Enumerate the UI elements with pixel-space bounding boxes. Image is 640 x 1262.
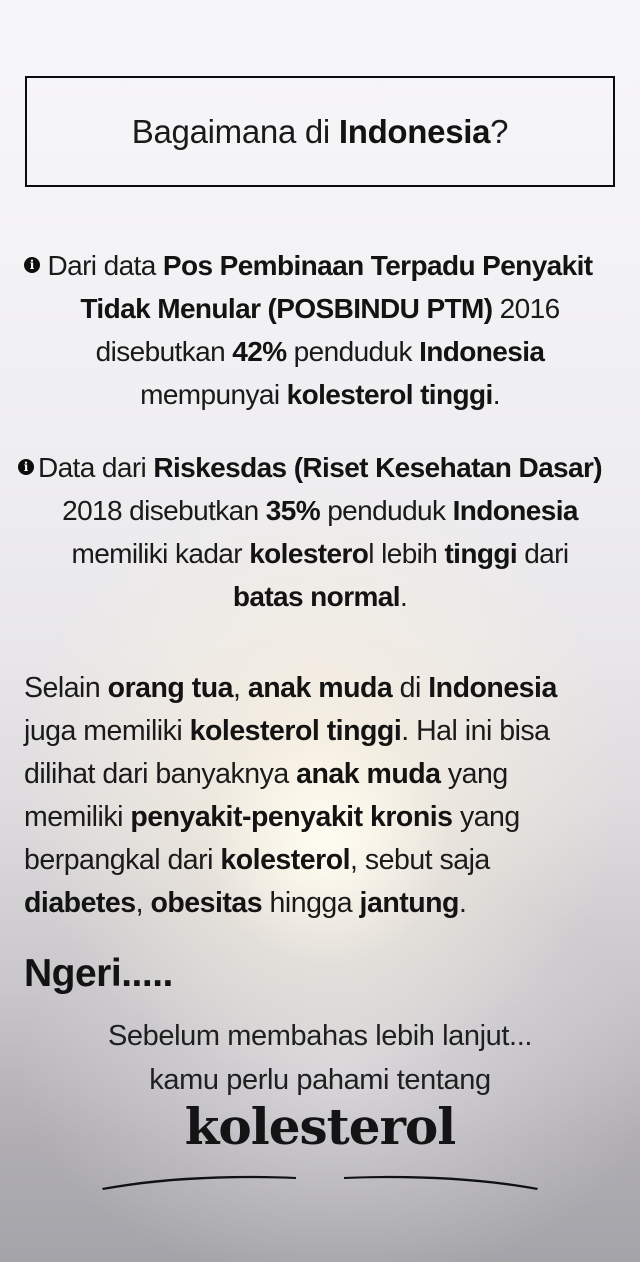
regular-text: . Hal ini bisa [401, 715, 550, 747]
bold-text: Tidak Menular (POSBINDU PTM) [80, 293, 493, 324]
text-line: disebutkan 42% penduduk Indonesia [0, 330, 640, 373]
regular-text: . [458, 887, 467, 919]
bold-text: kolestero [249, 538, 369, 569]
text-line: Tidak Menular (POSBINDU PTM) 2016 [0, 287, 640, 330]
text-line: Dari data Pos Pembinaan Terpadu Penyakit [0, 244, 640, 287]
bullet-item-riskesdas: i Data dari Riskesdas (Riset Kesehatan D… [0, 446, 640, 618]
text-line: batas normal. [0, 575, 640, 618]
regular-text: di [392, 672, 429, 704]
regular-text: ? [490, 112, 509, 150]
bold-text: obesitas [150, 887, 263, 919]
page-title: Bagaimana di Indonesia? [131, 112, 509, 151]
bold-text: Pos Pembinaan Terpadu Penyakit [162, 250, 593, 281]
regular-text: dari [517, 538, 569, 569]
regular-text: , sebut saja [350, 844, 490, 876]
regular-text: 2018 disebutkan [62, 495, 266, 526]
regular-text: mempunyai [140, 379, 287, 410]
text-line: juga memiliki kolesterol tinggi. Hal ini… [24, 710, 618, 753]
divider-right-swash [344, 1175, 538, 1190]
regular-text: . [399, 581, 408, 612]
bold-text: orang tua [107, 672, 234, 704]
bold-text: tinggi [444, 538, 518, 569]
bold-text: penyakit-penyakit kronis [130, 801, 453, 833]
regular-text: juga memiliki [24, 715, 190, 747]
bold-text: Indonesia [428, 672, 557, 704]
text-line: berpangkal dari kolesterol, sebut saja [24, 839, 618, 882]
text-line: dilihat dari banyaknya anak muda yang [24, 753, 618, 796]
bold-text: jantung [359, 887, 460, 919]
bold-text: anak muda [296, 758, 441, 790]
text-line: Selain orang tua, anak muda di Indonesia [24, 667, 618, 710]
closing-line-1: Sebelum membahas lebih lanjut... [107, 1020, 533, 1052]
regular-text: penduduk [286, 336, 420, 367]
regular-text: , [135, 887, 151, 919]
regular-text: memiliki kadar [71, 538, 250, 569]
bold-text: batas normal [232, 581, 401, 612]
bold-text: kolesterol tinggi [189, 715, 402, 747]
divider-left-swash [102, 1175, 296, 1190]
text-line: Data dari Riskesdas (Riset Kesehatan Das… [0, 446, 640, 489]
text-line: memiliki kadar kolesterol lebih tinggi d… [0, 532, 640, 575]
bold-text: Indonesia [338, 112, 491, 150]
body-paragraph: Selain orang tua, anak muda di Indonesia… [24, 667, 618, 925]
info-icon: i [18, 459, 34, 475]
regular-text: Bagaimana di [131, 112, 339, 150]
bold-text: anak muda [247, 672, 393, 704]
regular-text: Data dari [37, 452, 154, 483]
bold-text: Indonesia [452, 495, 579, 526]
text-line: 2018 disebutkan 35% penduduk Indonesia [0, 489, 640, 532]
regular-text: Selain [24, 672, 108, 704]
text-line: memiliki penyakit-penyakit kronis yang [24, 796, 618, 839]
bullet-text: Data dari Riskesdas (Riset Kesehatan Das… [0, 446, 640, 618]
closing-text: Sebelum membahas lebih lanjut... kamu pe… [0, 1014, 640, 1102]
kolesterol-word: kolesterol [184, 1097, 457, 1156]
regular-text: berpangkal dari [24, 844, 221, 876]
regular-text: Dari data [47, 250, 163, 281]
closing-line-2: kamu perlu pahami tentang [149, 1064, 491, 1096]
bullet-text: Dari data Pos Pembinaan Terpadu Penyakit… [0, 244, 640, 416]
bold-text: diabetes [24, 887, 136, 919]
bold-text: Riskesdas (Riset Kesehatan Dasar) [153, 452, 603, 483]
info-icon: i [24, 257, 40, 273]
bold-text: 42% [232, 336, 287, 367]
bold-text: Indonesia [419, 336, 545, 367]
ngeri-heading: Ngeri..... [24, 952, 173, 995]
title-box: Bagaimana di Indonesia? [25, 76, 615, 187]
text-line: mempunyai kolesterol tinggi. [0, 373, 640, 416]
bold-text: 35% [265, 495, 321, 526]
regular-text: . [492, 379, 501, 410]
bullet-item-posbindu: i Dari data Pos Pembinaan Terpadu Penyak… [0, 244, 640, 416]
regular-text: l lebih [368, 538, 445, 569]
regular-text: hingga [262, 887, 360, 919]
regular-text: yang [452, 801, 520, 833]
regular-text: disebutkan [95, 336, 233, 367]
regular-text: 2016 [492, 293, 561, 324]
bold-text: kolesterol [220, 844, 351, 876]
bold-text: kolesterol tinggi [286, 379, 494, 410]
divider-flourish [102, 1175, 538, 1190]
text-line: diabetes, obesitas hingga jantung. [24, 882, 618, 925]
regular-text: , [233, 672, 248, 704]
regular-text: dilihat dari banyaknya [24, 758, 297, 790]
regular-text: memiliki [24, 801, 131, 833]
regular-text: penduduk [320, 495, 453, 526]
regular-text: yang [440, 758, 508, 790]
